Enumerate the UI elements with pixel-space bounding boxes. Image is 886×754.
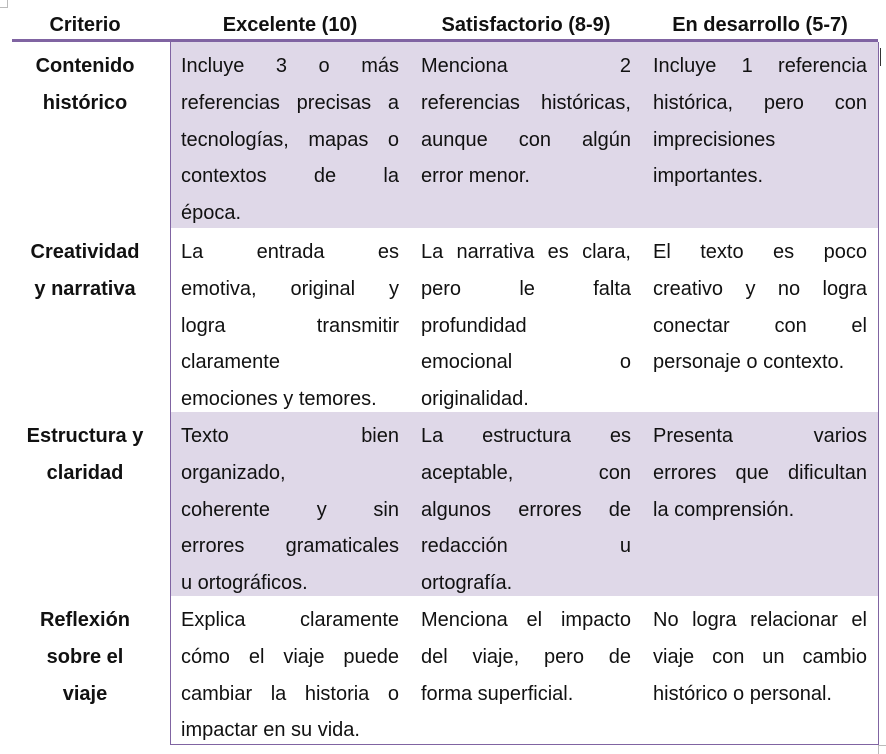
cell-text-line: personaje o contexto.	[653, 351, 845, 374]
criterion-line: y narrativa	[34, 277, 136, 300]
cell-text-line: época.	[181, 202, 242, 225]
cell-text-line: Incluye 3 o más	[181, 55, 399, 77]
cell-text-line: Explica claramente	[181, 609, 399, 631]
criterion-line: Reflexión	[39, 609, 131, 631]
cell-text-line: histórica, pero con	[653, 91, 867, 114]
cell-text-line: referencias precisas a	[181, 91, 399, 114]
criterion-line: Estructura y	[26, 425, 144, 447]
cell-text-line: claramente	[181, 351, 280, 374]
cell-text-line: La narrativa es clara,	[421, 241, 631, 263]
table-row: Creatividad y narrativa La entrada es emoti…	[0, 228, 878, 412]
text-cursor	[880, 48, 881, 66]
cell-text-line: Menciona el impacto	[421, 609, 631, 631]
cell-text-line: contextos de la	[181, 165, 399, 188]
criterion-cell: Reflexión sobre el viaje	[0, 602, 170, 712]
criterion-line: Contenido	[35, 55, 135, 77]
cell-text-line: No logra relacionar el	[653, 609, 867, 631]
cell-satisfactorio[interactable]: Menciona el impacto del viaje, pero de for…	[421, 602, 631, 712]
cell-text-line: Presenta varios	[653, 425, 867, 447]
cell-text-line: emocional o	[421, 351, 631, 374]
cell-en-desarrollo[interactable]: Incluye 1 referencia histórica, pero con i…	[653, 48, 867, 195]
cell-excelente[interactable]: Texto bien organizado, coherente y sin erro…	[181, 418, 399, 602]
cell-text-line: Incluye 1 referencia	[653, 55, 867, 77]
cell-text-line: aceptable, con	[421, 461, 631, 484]
header-excelente: Excelente (10)	[222, 14, 358, 36]
criterion-line: histórico	[42, 91, 128, 114]
table-corner-marker	[0, 0, 8, 8]
cell-text-line: del viaje, pero de	[421, 645, 631, 668]
cell-en-desarrollo[interactable]: No logra relacionar el viaje con un cambi…	[653, 602, 867, 712]
header-criterio: Criterio	[49, 14, 121, 36]
cell-text-line: La estructura es	[421, 425, 631, 447]
cell-en-desarrollo[interactable]: Presenta varios errores que dificultan la …	[653, 418, 867, 528]
cell-excelente[interactable]: Explica claramente cómo el viaje puede cam…	[181, 602, 399, 749]
header-divider	[12, 39, 878, 42]
cell-text-line: imprecisiones	[653, 128, 776, 151]
row-shading	[170, 412, 878, 596]
cell-text-line: conectar con el	[653, 314, 867, 337]
table-row: Contenido histórico Incluye 3 o más referen…	[0, 42, 878, 228]
cell-text-line: errores que dificultan	[653, 461, 867, 484]
cell-text-line: cómo el viaje puede	[181, 645, 399, 668]
cell-text-line: pero le falta	[421, 277, 631, 300]
cell-en-desarrollo[interactable]: El texto es poco creativo y no logra conec…	[653, 234, 867, 381]
header-satisfactorio: Satisfactorio (8-9)	[441, 14, 611, 36]
cell-satisfactorio[interactable]: La estructura es aceptable, con algunos er…	[421, 418, 631, 602]
cell-text-line: histórico o personal.	[653, 682, 832, 705]
cell-text-line: logra transmitir	[181, 314, 399, 337]
cell-text-line: aunque con algún	[421, 128, 631, 151]
cell-text-line: creativo y no logra	[653, 277, 867, 300]
row-shading	[170, 42, 878, 228]
cell-text-line: cambiar la historia o	[181, 682, 399, 705]
cell-text-line: error menor.	[421, 165, 530, 188]
cell-text-line: ortografía.	[421, 572, 513, 595]
table-border	[170, 42, 879, 745]
cell-text-line: u ortográficos.	[181, 572, 308, 595]
criterion-line: claridad	[46, 461, 124, 484]
table-end-marker	[878, 745, 886, 754]
cell-text-line: organizado,	[181, 461, 286, 484]
cell-text-line: Texto bien	[181, 425, 399, 447]
cell-excelente[interactable]: La entrada es emotiva, original y logra tr…	[181, 234, 399, 418]
cell-text-line: originalidad.	[421, 388, 529, 411]
cell-text-line: la comprensión.	[653, 498, 795, 521]
criterion-cell: Creatividad y narrativa	[0, 234, 170, 308]
cell-text-line: errores gramaticales	[181, 535, 399, 558]
cell-text-line: coherente y sin	[181, 498, 399, 521]
criterion-line: viaje	[62, 682, 108, 705]
cell-text-line: tecnologías, mapas o	[181, 128, 399, 151]
header-en-desarrollo: En desarrollo (5-7)	[672, 14, 848, 36]
cell-text-line: impactar en su vida.	[181, 719, 360, 742]
criterion-cell: Estructura y claridad	[0, 418, 170, 492]
cell-text-line: redacción u	[421, 535, 631, 558]
cell-text-line: emotiva, original y	[181, 277, 399, 300]
cell-text-line: Menciona 2	[421, 55, 631, 77]
cell-text-line: profundidad	[421, 314, 527, 337]
cell-text-line: emociones y temores.	[181, 388, 377, 411]
criterion-cell: Contenido histórico	[0, 48, 170, 122]
cell-excelente[interactable]: Incluye 3 o más referencias precisas a tec…	[181, 48, 399, 232]
criterion-line: Creatividad	[30, 241, 140, 263]
criterion-line: sobre el	[46, 645, 124, 668]
table-row: Estructura y claridad Texto bien organizado…	[0, 412, 878, 596]
cell-satisfactorio[interactable]: La narrativa es clara, pero le falta profu…	[421, 234, 631, 418]
table-row: Reflexión sobre el viaje Explica claramente…	[0, 596, 878, 745]
cell-text-line: El texto es poco	[653, 241, 867, 263]
cell-text-line: forma superficial.	[421, 682, 574, 705]
cell-text-line: viaje con un cambio	[653, 645, 867, 668]
cell-text-line: algunos errores de	[421, 498, 631, 521]
cell-text-line: La entrada es	[181, 241, 399, 263]
cell-text-line: referencias históricas,	[421, 91, 631, 114]
cell-satisfactorio[interactable]: Menciona 2 referencias históricas, aunque …	[421, 48, 631, 195]
cell-text-line: importantes.	[653, 165, 764, 188]
